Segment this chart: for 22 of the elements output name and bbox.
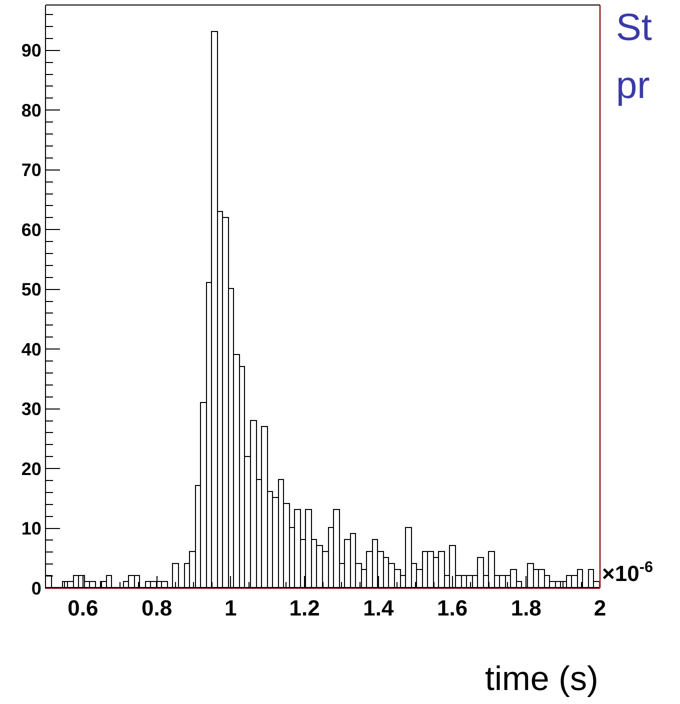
text: pr [616, 65, 650, 107]
y-tick-label: 10 [21, 518, 42, 539]
y-tick-label: 40 [21, 339, 42, 360]
y-tick-label: 60 [21, 220, 42, 240]
x-tick-label: 1.6 [436, 595, 468, 620]
y-tick-label: 0 [31, 578, 42, 598]
y-tick-label: 90 [21, 40, 42, 61]
y-tick-label: 50 [21, 280, 42, 300]
text: St [616, 7, 652, 49]
text: ×10$^{-6}$ [602, 559, 654, 586]
x-tick-label: 1 [224, 595, 237, 620]
x-tick-label: 0.8 [142, 595, 172, 620]
y-tick-label: 20 [21, 458, 42, 479]
y-tick-label: 30 [21, 399, 42, 420]
x-tick-label: 1.8 [510, 595, 542, 620]
y-tick-label: 70 [21, 160, 42, 180]
x-tick-label: 0.6 [68, 595, 98, 620]
y-tick-label: 80 [21, 100, 42, 120]
x-tick-label: 1.4 [363, 595, 394, 620]
x-tick-label: 2 [594, 595, 606, 620]
x-tick-label: 1.2 [289, 595, 320, 620]
x-axis-title: time (s) [485, 660, 598, 698]
